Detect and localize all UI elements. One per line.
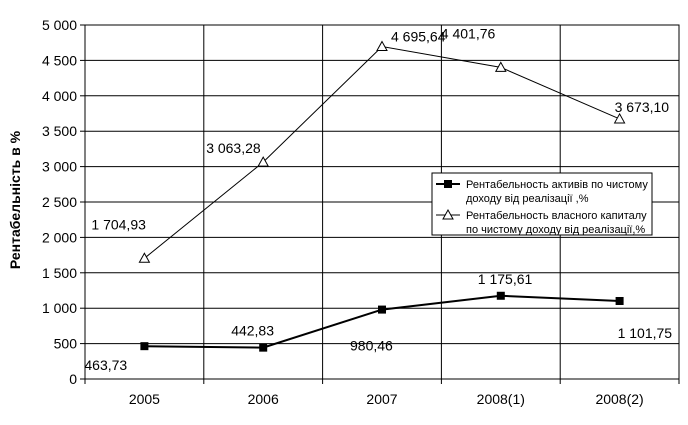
y-tick-label: 1 000 [42, 300, 77, 316]
x-axis-ticks: 2005 2006 2007 2008(1) 2008(2) [84, 379, 680, 407]
legend-marker-triangle [442, 208, 454, 220]
data-label: 1 101,75 [618, 325, 673, 341]
x-tick-label: 2008(1) [477, 391, 525, 407]
data-label: 4 695,64 [391, 29, 446, 45]
series-2-marker [376, 40, 388, 52]
y-tick-label: 4 000 [42, 88, 77, 104]
series-group [138, 40, 626, 352]
y-tick-label: 0 [69, 371, 77, 387]
y-axis-ticks: 0 500 1 000 1 500 2 000 2 500 3 000 3 500 4 000 4… [42, 17, 85, 387]
x-tick-label: 2006 [248, 391, 279, 407]
legend: Рентабельность активів по чистому доходу … [431, 172, 653, 236]
data-label: 4 401,76 [441, 25, 496, 41]
series-2-marker [613, 112, 626, 124]
legend-marker-square [444, 180, 452, 188]
x-tick-label: 2005 [129, 391, 160, 407]
y-tick-label: 500 [54, 336, 78, 352]
y-tick-label: 1 500 [42, 265, 77, 281]
x-tick-label: 2007 [366, 391, 397, 407]
data-label: 3 063,28 [206, 140, 261, 156]
plot-border [84, 24, 680, 380]
legend-label: доходу від реалізації ,% [466, 193, 589, 205]
series-1-marker [140, 342, 149, 351]
y-tick-label: 3 000 [42, 159, 77, 175]
data-label: 442,83 [231, 323, 274, 339]
legend-label: Рентабельность власного капиталу [466, 210, 647, 222]
y-tick-label: 2 500 [42, 194, 77, 210]
legend-label: по чистому доходу від реалізації,% [466, 224, 645, 236]
series-2-marker [257, 156, 270, 167]
series-2-marker [138, 252, 151, 263]
y-tick-label: 3 500 [42, 123, 77, 139]
series-1-marker [259, 343, 268, 352]
plot-frame [84, 24, 680, 380]
series-2-marker [494, 61, 507, 72]
data-label: 980,46 [350, 338, 393, 354]
data-labels: 463,73 442,83 980,46 1 175,61 1 101,75 1 704,… [84, 25, 672, 373]
x-tick-label: 2008(2) [595, 391, 643, 407]
y-axis-label: Рентабельність в % [7, 130, 23, 269]
series-1-marker [496, 291, 505, 300]
data-label: 3 673,10 [615, 99, 670, 115]
y-tick-label: 2 000 [42, 229, 77, 245]
y-tick-label: 4 500 [42, 52, 77, 68]
data-label: 463,73 [84, 357, 127, 373]
y-tick-label: 5 000 [42, 17, 77, 33]
series-1-marker [615, 296, 624, 305]
data-label: 1 175,61 [478, 271, 533, 287]
legend-label: Рентабельность активів по чистому [466, 179, 648, 191]
data-label: 1 704,93 [91, 216, 146, 232]
legend-box [431, 172, 653, 236]
series-1-marker [378, 305, 386, 314]
